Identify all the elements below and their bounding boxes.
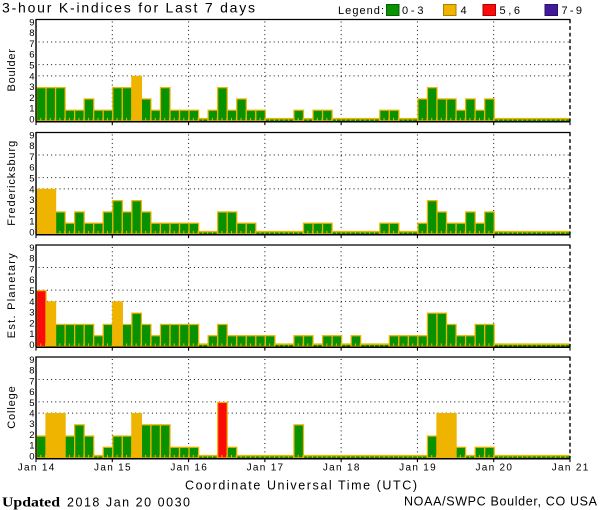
svg-text:4: 4 xyxy=(29,408,34,419)
svg-text:2: 2 xyxy=(29,430,34,441)
svg-text:NOAA/SWPC Boulder, CO USA: NOAA/SWPC Boulder, CO USA xyxy=(404,495,598,509)
svg-text:9: 9 xyxy=(29,17,34,28)
svg-text:9: 9 xyxy=(29,355,34,366)
svg-text:7: 7 xyxy=(29,39,34,50)
svg-text:4: 4 xyxy=(29,297,34,308)
svg-text:1: 1 xyxy=(29,329,34,340)
svg-text:Jan 14: Jan 14 xyxy=(18,463,55,474)
svg-text:6: 6 xyxy=(29,163,34,174)
svg-text:5: 5 xyxy=(29,398,34,409)
svg-text:0: 0 xyxy=(29,227,34,238)
svg-text:8: 8 xyxy=(29,366,34,377)
svg-text:3: 3 xyxy=(29,419,34,430)
svg-text:0: 0 xyxy=(29,340,34,351)
svg-text:8: 8 xyxy=(29,28,34,39)
svg-text:Jan 15: Jan 15 xyxy=(94,463,131,474)
svg-text:5: 5 xyxy=(29,60,34,71)
svg-text:8: 8 xyxy=(29,254,34,265)
svg-text:5: 5 xyxy=(29,173,34,184)
svg-text:1: 1 xyxy=(29,104,34,115)
svg-text:9: 9 xyxy=(29,243,34,254)
svg-text:7: 7 xyxy=(29,376,34,387)
svg-text:0: 0 xyxy=(29,451,34,462)
svg-text:Jan 19: Jan 19 xyxy=(399,463,436,474)
svg-text:7: 7 xyxy=(29,152,34,163)
svg-text:Est. Planetary: Est. Planetary xyxy=(6,253,18,339)
svg-text:1: 1 xyxy=(29,217,34,228)
svg-text:Jan 20: Jan 20 xyxy=(475,463,512,474)
svg-text:Coordinate Universal Time (UTC: Coordinate Universal Time (UTC) xyxy=(185,479,417,493)
svg-text:3-hour K-indices for Last 7 da: 3-hour K-indices for Last 7 days xyxy=(2,0,255,16)
svg-text:6: 6 xyxy=(29,387,34,398)
svg-text:5: 5 xyxy=(29,286,34,297)
svg-text:2: 2 xyxy=(29,318,34,329)
svg-text:Jan 16: Jan 16 xyxy=(170,463,207,474)
svg-text:0-3: 0-3 xyxy=(402,5,424,17)
svg-text:7-9: 7-9 xyxy=(562,5,583,17)
svg-text:2: 2 xyxy=(29,206,34,217)
svg-text:3: 3 xyxy=(29,195,34,206)
svg-text:4: 4 xyxy=(461,5,467,17)
svg-text:4: 4 xyxy=(29,184,34,195)
svg-text:6: 6 xyxy=(29,275,34,286)
svg-text:7: 7 xyxy=(29,264,34,275)
svg-text:Boulder: Boulder xyxy=(6,49,18,92)
svg-text:4: 4 xyxy=(29,71,34,82)
svg-text:College: College xyxy=(6,386,18,429)
svg-text:3: 3 xyxy=(29,82,34,93)
svg-text:3: 3 xyxy=(29,308,34,319)
svg-text:Jan 21: Jan 21 xyxy=(552,463,589,474)
svg-text:Legend:: Legend: xyxy=(338,5,384,17)
svg-text:0: 0 xyxy=(29,114,34,125)
svg-text:6: 6 xyxy=(29,50,34,61)
svg-text:Jan 18: Jan 18 xyxy=(323,463,360,474)
svg-text:Jan 17: Jan 17 xyxy=(247,463,284,474)
svg-text:1: 1 xyxy=(29,441,34,452)
svg-text:9: 9 xyxy=(29,130,34,141)
svg-text:Fredericksburg: Fredericksburg xyxy=(6,141,18,226)
svg-text:8: 8 xyxy=(29,141,34,152)
svg-text:2: 2 xyxy=(29,93,34,104)
svg-text:5,6: 5,6 xyxy=(500,5,521,17)
